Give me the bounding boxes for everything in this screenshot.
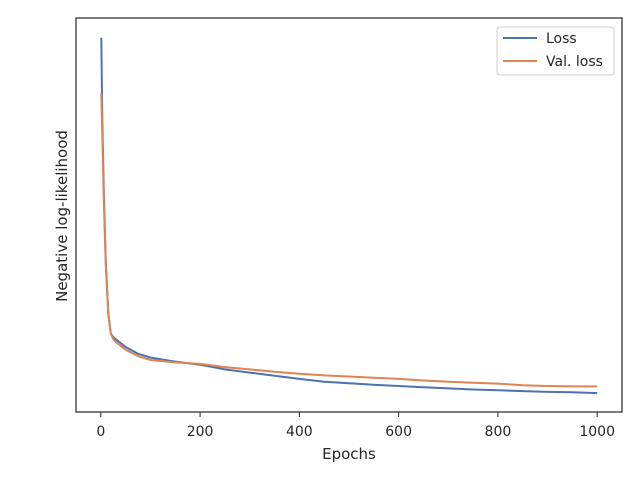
x-tick-label: 800 bbox=[485, 424, 512, 440]
x-tick-label: 200 bbox=[187, 424, 214, 440]
series-layer bbox=[100, 37, 598, 395]
legend-label-val-loss: Val. loss bbox=[546, 54, 603, 70]
x-tick-label: 400 bbox=[286, 424, 313, 440]
x-axis-ticks: 0 200 400 600 800 1000 bbox=[96, 412, 615, 440]
series-line-val-loss bbox=[100, 92, 598, 388]
x-axis-label: Epochs bbox=[322, 445, 376, 463]
x-tick-label: 600 bbox=[385, 424, 412, 440]
x-tick-label: 1000 bbox=[579, 424, 615, 440]
legend: Loss Val. loss bbox=[496, 26, 615, 76]
x-tick-label: 0 bbox=[96, 424, 105, 440]
plot-frame bbox=[75, 17, 623, 413]
y-axis-label: Negative log-likelihood bbox=[53, 130, 71, 302]
legend-label-loss: Loss bbox=[546, 31, 577, 47]
